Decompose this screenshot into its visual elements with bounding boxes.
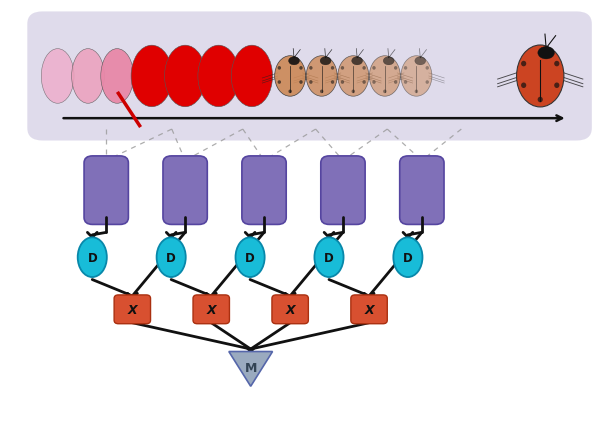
Ellipse shape — [372, 67, 376, 70]
Ellipse shape — [554, 62, 560, 67]
Ellipse shape — [299, 67, 303, 70]
Ellipse shape — [277, 67, 281, 70]
Text: D: D — [324, 251, 334, 264]
Text: X: X — [127, 303, 137, 316]
Ellipse shape — [274, 57, 306, 97]
Polygon shape — [229, 352, 273, 386]
Ellipse shape — [309, 67, 313, 70]
Text: D: D — [87, 251, 97, 264]
Ellipse shape — [351, 90, 355, 94]
Ellipse shape — [341, 67, 344, 70]
Ellipse shape — [288, 58, 299, 66]
FancyBboxPatch shape — [351, 295, 387, 324]
Ellipse shape — [383, 90, 387, 94]
Ellipse shape — [331, 81, 334, 85]
Ellipse shape — [521, 62, 526, 67]
Ellipse shape — [404, 67, 407, 70]
Ellipse shape — [362, 67, 366, 70]
Text: X: X — [364, 303, 374, 316]
Ellipse shape — [341, 81, 344, 85]
Ellipse shape — [320, 90, 324, 94]
Ellipse shape — [231, 46, 273, 107]
Ellipse shape — [307, 57, 337, 97]
FancyBboxPatch shape — [320, 156, 365, 225]
Ellipse shape — [362, 81, 366, 85]
Ellipse shape — [404, 81, 407, 85]
FancyBboxPatch shape — [27, 12, 592, 141]
Ellipse shape — [393, 238, 422, 277]
Text: X: X — [206, 303, 216, 316]
Text: D: D — [245, 251, 255, 264]
Ellipse shape — [72, 49, 104, 104]
Ellipse shape — [538, 47, 554, 60]
Ellipse shape — [164, 46, 206, 107]
FancyBboxPatch shape — [272, 295, 308, 324]
Ellipse shape — [394, 81, 398, 85]
FancyBboxPatch shape — [399, 156, 444, 225]
Ellipse shape — [337, 57, 369, 97]
FancyBboxPatch shape — [84, 156, 128, 225]
Ellipse shape — [320, 58, 331, 66]
Text: D: D — [166, 251, 176, 264]
Ellipse shape — [538, 98, 543, 103]
Ellipse shape — [101, 49, 134, 104]
Ellipse shape — [309, 81, 313, 85]
Text: X: X — [285, 303, 295, 316]
Ellipse shape — [521, 83, 526, 89]
Ellipse shape — [383, 58, 394, 66]
FancyBboxPatch shape — [163, 156, 207, 225]
Ellipse shape — [554, 83, 560, 89]
Ellipse shape — [351, 58, 362, 66]
Ellipse shape — [236, 238, 265, 277]
Ellipse shape — [157, 238, 186, 277]
FancyBboxPatch shape — [242, 156, 287, 225]
Ellipse shape — [331, 67, 334, 70]
Ellipse shape — [415, 58, 426, 66]
FancyBboxPatch shape — [193, 295, 229, 324]
Ellipse shape — [426, 67, 429, 70]
FancyBboxPatch shape — [114, 295, 151, 324]
Ellipse shape — [78, 238, 107, 277]
Ellipse shape — [41, 49, 74, 104]
Ellipse shape — [401, 57, 432, 97]
Text: D: D — [403, 251, 413, 264]
Ellipse shape — [277, 81, 281, 85]
Ellipse shape — [369, 57, 401, 97]
Ellipse shape — [426, 81, 429, 85]
Ellipse shape — [394, 67, 398, 70]
Ellipse shape — [198, 46, 239, 107]
Ellipse shape — [415, 90, 418, 94]
Ellipse shape — [517, 46, 564, 108]
Ellipse shape — [288, 90, 292, 94]
Text: M: M — [245, 361, 257, 374]
Ellipse shape — [131, 46, 172, 107]
Ellipse shape — [314, 238, 344, 277]
Ellipse shape — [299, 81, 303, 85]
Ellipse shape — [372, 81, 376, 85]
